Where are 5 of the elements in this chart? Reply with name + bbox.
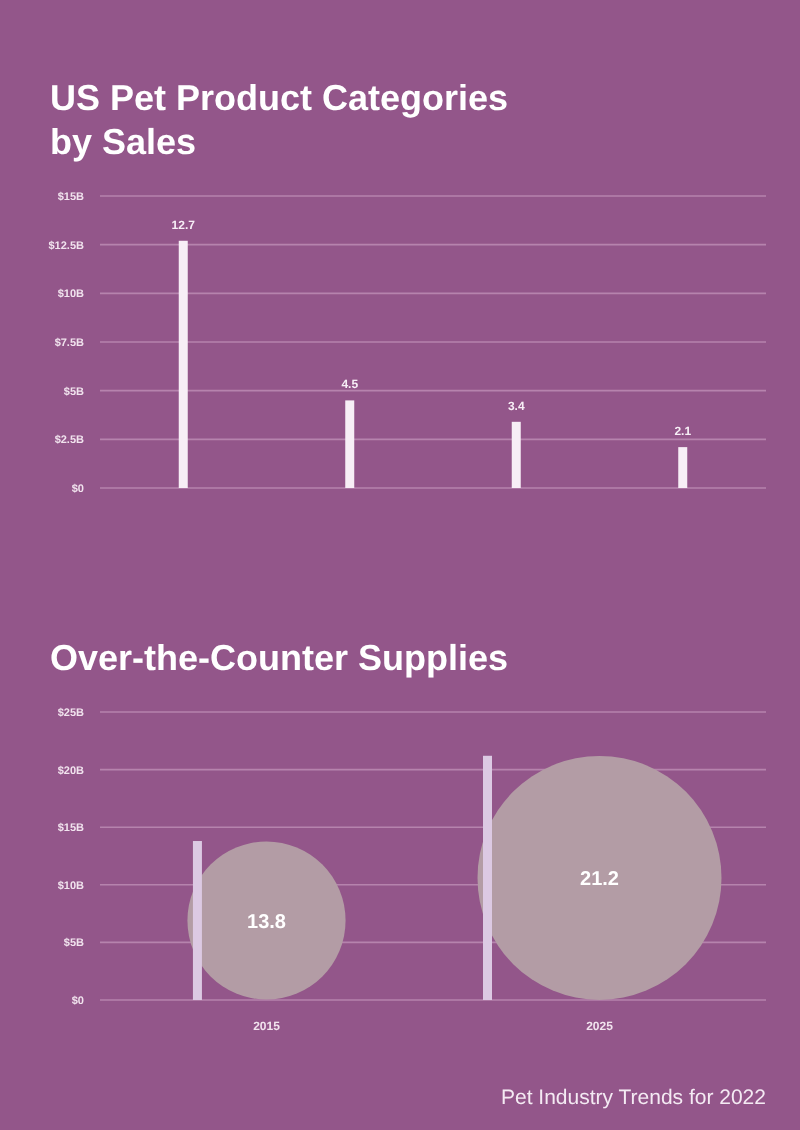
- bar: [178, 240, 188, 488]
- bar: [678, 447, 688, 488]
- bar: [511, 421, 521, 488]
- bar: [345, 400, 355, 488]
- chart-title: US Pet Product Categories by Sales: [50, 78, 509, 162]
